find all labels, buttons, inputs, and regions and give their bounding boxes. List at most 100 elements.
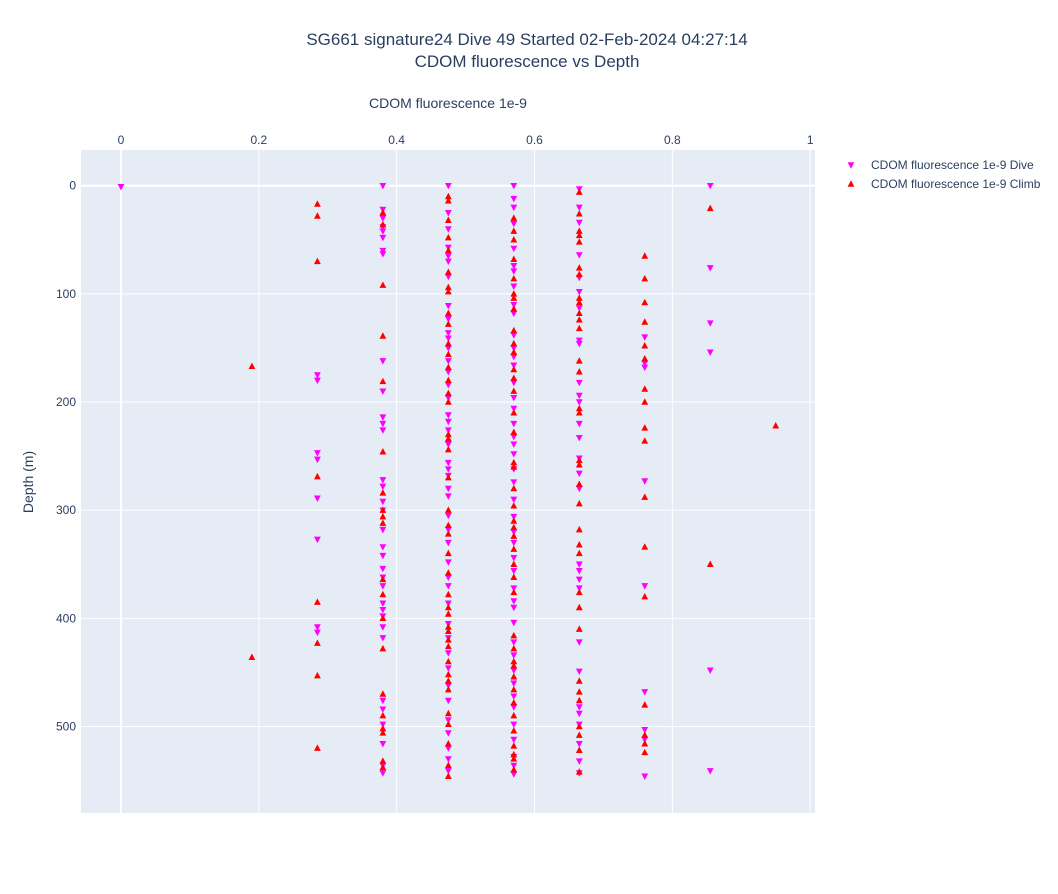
data-point	[575, 561, 583, 568]
data-point	[510, 332, 518, 339]
data-point	[444, 350, 452, 358]
data-point	[444, 717, 452, 724]
data-point	[575, 710, 583, 718]
data-point	[510, 750, 518, 758]
data-point	[379, 721, 387, 729]
data-point	[313, 639, 321, 646]
data-point	[575, 264, 583, 271]
data-point	[575, 603, 583, 611]
data-point	[379, 448, 387, 455]
data-point	[510, 405, 518, 413]
data-point	[444, 335, 452, 342]
data-point	[706, 768, 714, 775]
data-point	[641, 493, 649, 500]
x-tick-label: 0	[118, 133, 125, 147]
data-point	[444, 339, 452, 347]
data-point	[510, 693, 518, 700]
data-point	[510, 672, 518, 680]
data-point	[641, 701, 649, 708]
data-point	[444, 512, 452, 520]
data-point	[444, 283, 452, 291]
x-tick-label: 0.6	[526, 133, 543, 147]
data-point	[510, 742, 518, 749]
legend-label: CDOM fluorescence 1e-9 Climb	[871, 177, 1041, 191]
data-point	[444, 253, 452, 260]
data-point	[510, 379, 518, 387]
data-point	[444, 590, 452, 598]
data-point	[510, 345, 518, 352]
legend-item[interactable]: CDOM fluorescence 1e-9 Dive	[847, 158, 1034, 172]
data-point	[313, 629, 321, 637]
data-point	[444, 559, 452, 566]
data-point	[313, 200, 321, 207]
data-point	[510, 765, 518, 773]
data-point	[379, 697, 387, 705]
data-point	[575, 309, 583, 317]
data-point	[444, 210, 452, 217]
data-point	[444, 441, 452, 448]
data-point	[444, 233, 452, 241]
data-point	[379, 234, 387, 242]
x-tick-label: 0.4	[388, 133, 405, 147]
data-point	[313, 671, 321, 679]
data-point	[706, 667, 714, 674]
legend-item[interactable]: CDOM fluorescence 1e-9 Climb	[847, 177, 1041, 191]
data-point	[510, 545, 518, 552]
data-point	[575, 340, 583, 348]
legend-marker	[847, 162, 855, 169]
data-point	[444, 287, 452, 295]
data-point	[510, 568, 518, 575]
data-point	[444, 394, 452, 402]
data-point	[575, 456, 583, 464]
series-dive	[117, 182, 714, 780]
data-point	[444, 600, 452, 607]
legend[interactable]: CDOM fluorescence 1e-9 Dive CDOM fluoresc…	[847, 158, 1041, 191]
data-point	[575, 219, 583, 227]
data-point	[379, 358, 387, 365]
data-point	[379, 624, 387, 631]
data-point	[510, 619, 518, 627]
x-tick-label: 1	[807, 133, 814, 147]
data-point	[575, 576, 583, 584]
data-point	[510, 479, 518, 486]
data-point	[510, 274, 518, 282]
data-point	[444, 685, 452, 693]
data-point	[444, 623, 452, 630]
data-point	[510, 204, 518, 212]
data-point	[575, 188, 583, 195]
data-point	[510, 290, 518, 297]
data-point	[510, 667, 518, 674]
data-point	[444, 216, 452, 224]
data-point	[444, 772, 452, 779]
data-point	[510, 513, 518, 521]
x-tick-label: 0.8	[664, 133, 681, 147]
data-point	[444, 768, 452, 775]
data-point	[575, 588, 583, 596]
data-point	[510, 236, 518, 243]
x-axis-title: CDOM fluorescence 1e-9	[369, 95, 527, 111]
data-point	[379, 763, 387, 771]
data-point	[379, 606, 387, 614]
y-tick-label: 0	[69, 179, 76, 193]
data-point	[510, 353, 518, 361]
data-point	[379, 182, 387, 190]
data-point	[248, 362, 256, 370]
data-point	[117, 184, 125, 191]
data-point	[641, 334, 649, 341]
data-point	[444, 745, 452, 752]
data-point	[510, 387, 518, 394]
data-point	[575, 404, 583, 412]
data-point	[510, 458, 518, 466]
data-point	[444, 756, 452, 763]
data-point	[575, 639, 583, 646]
data-point	[313, 372, 321, 379]
data-point	[510, 441, 518, 448]
data-point	[444, 363, 452, 371]
data-point	[575, 731, 583, 738]
data-point	[444, 642, 452, 650]
data-point	[575, 704, 583, 711]
data-point	[641, 689, 649, 696]
y-tick-label: 500	[56, 719, 76, 733]
data-point	[706, 265, 714, 272]
data-point	[444, 345, 452, 352]
